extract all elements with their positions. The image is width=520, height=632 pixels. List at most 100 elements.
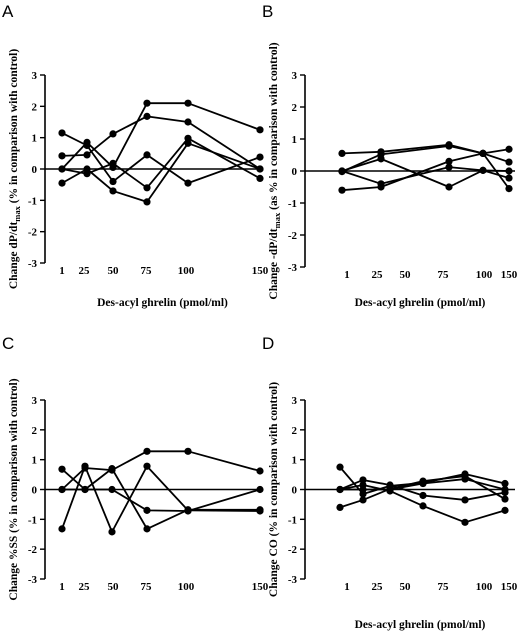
data-point — [83, 165, 91, 173]
x-tick-label: 50 — [400, 269, 412, 281]
x-tick-label: 50 — [108, 581, 120, 593]
series-line — [61, 115, 261, 170]
data-point — [505, 167, 513, 175]
data-point — [445, 183, 453, 191]
data-point — [256, 174, 264, 182]
x-tick-label: 150 — [252, 265, 269, 277]
y-tick-label: 1 — [32, 133, 38, 145]
y-axis-title-part: (as % in comparison with control) — [268, 42, 280, 213]
y-tick-label: -2 — [288, 544, 298, 556]
data-point — [338, 149, 346, 157]
data-point — [505, 185, 513, 193]
data-point — [58, 129, 66, 137]
y-axis-title-subscript: max — [12, 205, 22, 221]
data-point — [143, 447, 151, 455]
data-point — [143, 184, 151, 192]
data-point — [58, 525, 66, 533]
y-axis-title: Change CO (% in comparison with control) — [268, 382, 280, 597]
data-point — [83, 151, 91, 159]
y-tick-label: 2 — [32, 101, 38, 113]
chart-panel-d: D -3 -2 -1 0 1 2 3 1 25 50 75 100 150 Des-acyl ghrelin… — [262, 334, 518, 631]
data-point — [419, 491, 427, 500]
y-tick-label: 2 — [292, 102, 298, 114]
data-point — [58, 465, 66, 473]
x-axis-title: Des-acyl ghrelin (pmol/ml) — [355, 297, 486, 309]
panel-letter: B — [262, 2, 273, 21]
data-point — [336, 503, 344, 511]
data-point — [143, 99, 151, 107]
y-tick-label: -1 — [288, 198, 297, 210]
series-line — [340, 478, 506, 491]
series-line — [339, 479, 506, 501]
data-point — [108, 485, 116, 494]
data-point — [58, 179, 66, 187]
x-tick-label: 25 — [79, 581, 91, 593]
data-point — [338, 186, 346, 194]
data-point — [81, 485, 89, 494]
data-point — [386, 485, 394, 494]
x-tick-label: 150 — [501, 581, 518, 593]
data-point — [58, 152, 66, 160]
x-tick-label: 100 — [476, 269, 493, 281]
data-point — [143, 198, 151, 206]
y-axis-title-part: Change -dP/dt — [268, 228, 280, 299]
data-point — [505, 158, 513, 166]
panel-letter: C — [2, 334, 14, 353]
chart-panel-a: A -3 -2 -1 0 1 2 3 1 25 50 75 100 150 Des-acyl ghrelin… — [2, 2, 269, 309]
data-point — [143, 506, 151, 514]
data-point — [359, 496, 367, 504]
data-point — [109, 159, 117, 167]
y-tick-label: 1 — [292, 455, 298, 467]
data-point — [377, 180, 385, 188]
series-line — [62, 488, 261, 512]
y-axis-title-part: Change %SS (% in comparison with control… — [8, 378, 20, 600]
y-tick-label: -3 — [288, 262, 298, 274]
y-tick-label: 3 — [32, 70, 38, 82]
data-point — [256, 153, 264, 161]
data-point — [336, 463, 344, 471]
data-point — [256, 485, 264, 494]
chart-panel-c: C -3 -2 -1 0 1 2 3 1 25 50 75 100 150 Change %SS (% in… — [2, 334, 269, 601]
data-point — [501, 479, 509, 488]
data-point — [58, 485, 66, 494]
y-tick-label: 0 — [292, 166, 298, 178]
y-tick-label: -1 — [288, 514, 297, 526]
data-point — [461, 496, 469, 504]
y-axis-title-part: Change dP/dt — [8, 222, 20, 290]
series-line — [61, 132, 261, 185]
data-point — [83, 141, 91, 150]
data-point — [338, 167, 346, 175]
y-tick-label: 0 — [32, 164, 38, 176]
y-axis-title-part: (% in comparison with control) — [8, 49, 20, 206]
data-point — [359, 476, 367, 484]
x-tick-label: 25 — [372, 269, 384, 281]
data-point — [143, 151, 151, 159]
data-point — [359, 485, 367, 494]
data-point — [256, 165, 264, 173]
data-point — [184, 139, 192, 147]
x-tick-label: 150 — [501, 269, 518, 281]
data-point — [109, 177, 117, 186]
y-tick-label: 2 — [32, 425, 38, 437]
data-point — [109, 130, 117, 138]
data-point — [143, 462, 151, 470]
y-tick-label: 0 — [32, 485, 38, 497]
x-tick-label: 1 — [344, 581, 350, 593]
x-tick-label: 25 — [79, 265, 91, 277]
data-point — [108, 528, 116, 536]
x-tick-label: 1 — [59, 581, 65, 593]
chart-panel-b: B -3 -2 -1 0 1 2 3 1 25 50 75 100 150 Des-acyl ghrelin… — [262, 2, 518, 309]
y-tick-label: 0 — [292, 485, 298, 497]
x-axis-title: Des-acyl ghrelin (pmol/ml) — [97, 297, 228, 309]
data-point — [479, 149, 487, 157]
data-point — [143, 525, 151, 533]
x-tick-label: 75 — [141, 265, 153, 277]
y-tick-label: -2 — [28, 227, 38, 239]
data-point — [419, 502, 427, 510]
data-point — [256, 126, 264, 134]
y-tick-label: 1 — [32, 455, 38, 467]
y-tick-label: -3 — [288, 574, 298, 586]
data-point — [184, 118, 192, 126]
y-axis-title-subscript: max — [272, 212, 282, 228]
